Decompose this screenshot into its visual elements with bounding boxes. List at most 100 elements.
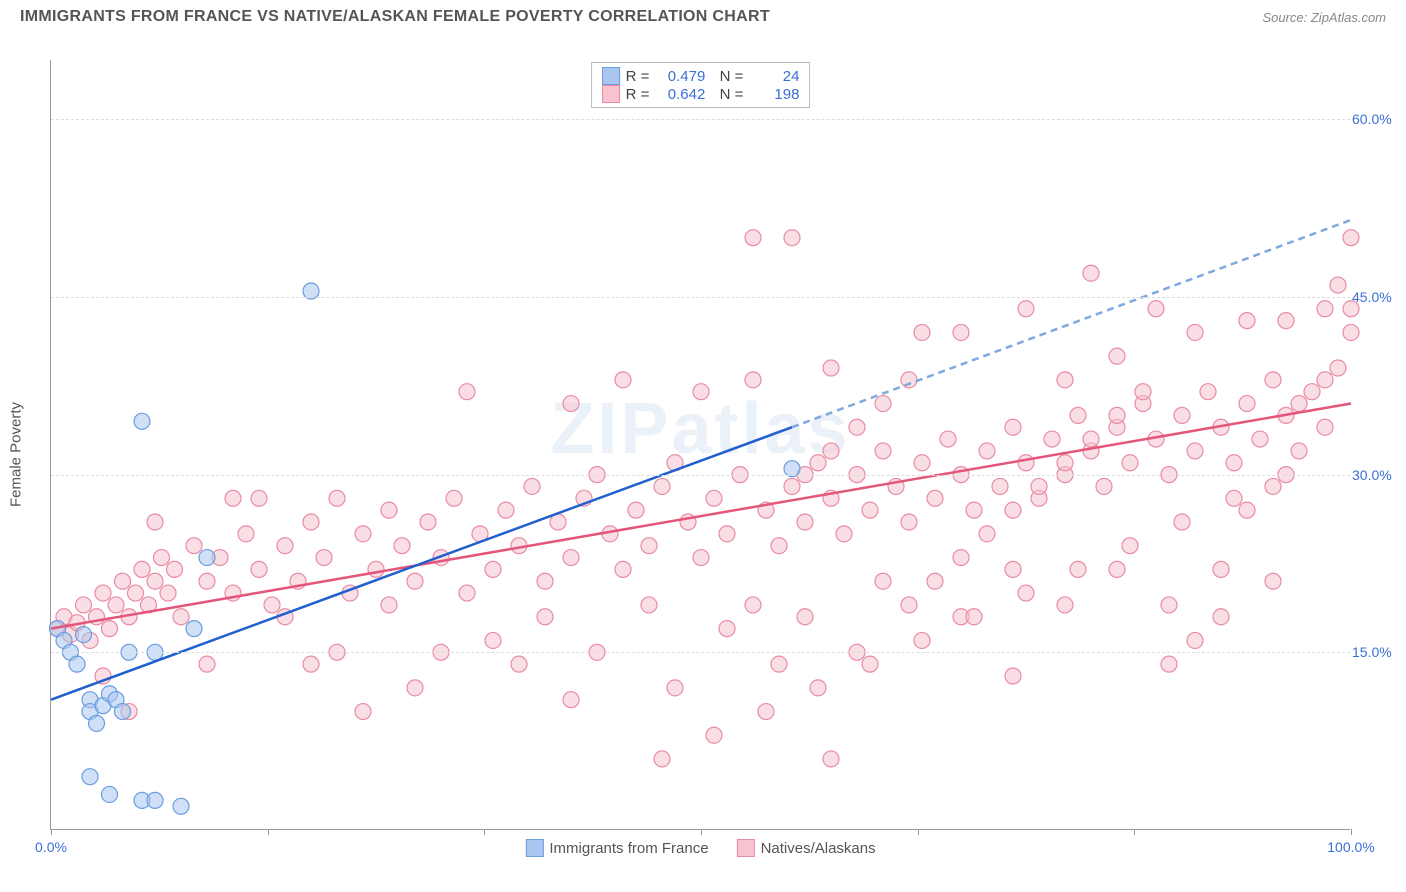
scatter-point: [199, 656, 215, 672]
scatter-point: [485, 632, 501, 648]
scatter-point: [719, 621, 735, 637]
scatter-point: [1005, 561, 1021, 577]
gridline: [51, 475, 1350, 476]
x-tick-label-right: 100.0%: [1327, 839, 1374, 855]
scatter-point: [1317, 419, 1333, 435]
source-label: Source: ZipAtlas.com: [1262, 10, 1386, 25]
scatter-point: [524, 478, 540, 494]
scatter-point: [667, 680, 683, 696]
scatter-point: [758, 704, 774, 720]
scatter-point: [394, 538, 410, 554]
scatter-point: [784, 478, 800, 494]
x-tick-label-left: 0.0%: [35, 839, 67, 855]
scatter-point: [784, 230, 800, 246]
scatter-point: [154, 550, 170, 566]
scatter-point: [381, 597, 397, 613]
scatter-point: [940, 431, 956, 447]
scatter-point: [420, 514, 436, 530]
scatter-point: [537, 573, 553, 589]
scatter-point: [1330, 277, 1346, 293]
scatter-point: [147, 514, 163, 530]
scatter-point: [654, 478, 670, 494]
scatter-point: [1174, 514, 1190, 530]
legend-label-natives: Natives/Alaskans: [761, 840, 876, 857]
scatter-point: [1005, 419, 1021, 435]
scatter-point: [706, 727, 722, 743]
gridline: [51, 119, 1350, 120]
scatter-point: [355, 526, 371, 542]
scatter-point: [329, 490, 345, 506]
legend-series: Immigrants from France Natives/Alaskans: [525, 839, 875, 857]
scatter-point: [1096, 478, 1112, 494]
scatter-point: [1070, 407, 1086, 423]
scatter-point: [914, 455, 930, 471]
gridline: [51, 652, 1350, 653]
scatter-point: [641, 538, 657, 554]
scatter-point: [1148, 301, 1164, 317]
scatter-point: [1265, 573, 1281, 589]
scatter-point: [927, 573, 943, 589]
scatter-point: [1135, 384, 1151, 400]
scatter-point: [1343, 230, 1359, 246]
x-tick: [918, 829, 919, 835]
scatter-point: [823, 751, 839, 767]
scatter-point: [115, 573, 131, 589]
scatter-point: [797, 609, 813, 625]
scatter-point: [407, 680, 423, 696]
scatter-point: [102, 786, 118, 802]
scatter-point: [128, 585, 144, 601]
y-tick-label: 15.0%: [1352, 644, 1400, 660]
scatter-point: [810, 455, 826, 471]
legend-label-france: Immigrants from France: [549, 840, 708, 857]
scatter-point: [199, 550, 215, 566]
x-tick: [1351, 829, 1352, 835]
x-tick: [484, 829, 485, 835]
scatter-point: [485, 561, 501, 577]
scatter-point: [303, 514, 319, 530]
scatter-point: [76, 597, 92, 613]
scatter-point: [264, 597, 280, 613]
scatter-point: [1018, 301, 1034, 317]
scatter-point: [1109, 407, 1125, 423]
scatter-point: [1109, 348, 1125, 364]
scatter-point: [1226, 490, 1242, 506]
scatter-point: [303, 656, 319, 672]
scatter-point: [1278, 313, 1294, 329]
scatter-point: [82, 769, 98, 785]
scatter-point: [89, 715, 105, 731]
scatter-point: [186, 621, 202, 637]
scatter-point: [511, 656, 527, 672]
scatter-point: [1304, 384, 1320, 400]
scatter-point: [901, 372, 917, 388]
scatter-point: [693, 384, 709, 400]
scatter-point: [563, 692, 579, 708]
scatter-point: [1031, 478, 1047, 494]
scatter-point: [1005, 502, 1021, 518]
scatter-point: [1057, 372, 1073, 388]
scatter-point: [459, 585, 475, 601]
scatter-point: [901, 597, 917, 613]
scatter-point: [1018, 455, 1034, 471]
scatter-point: [1161, 656, 1177, 672]
scatter-point: [927, 490, 943, 506]
scatter-point: [979, 526, 995, 542]
scatter-point: [719, 526, 735, 542]
scatter-point: [1226, 455, 1242, 471]
scatter-point: [875, 573, 891, 589]
scatter-point: [615, 561, 631, 577]
gridline: [51, 297, 1350, 298]
scatter-point: [1265, 478, 1281, 494]
scatter-point: [1057, 597, 1073, 613]
scatter-point: [1161, 597, 1177, 613]
scatter-point: [173, 798, 189, 814]
scatter-point: [706, 490, 722, 506]
scatter-point: [537, 609, 553, 625]
scatter-point: [771, 538, 787, 554]
scatter-point: [745, 230, 761, 246]
y-axis-label: Female Poverty: [8, 402, 25, 507]
scatter-point: [355, 704, 371, 720]
scatter-point: [628, 502, 644, 518]
scatter-point: [1187, 632, 1203, 648]
scatter-point: [102, 621, 118, 637]
scatter-point: [147, 573, 163, 589]
